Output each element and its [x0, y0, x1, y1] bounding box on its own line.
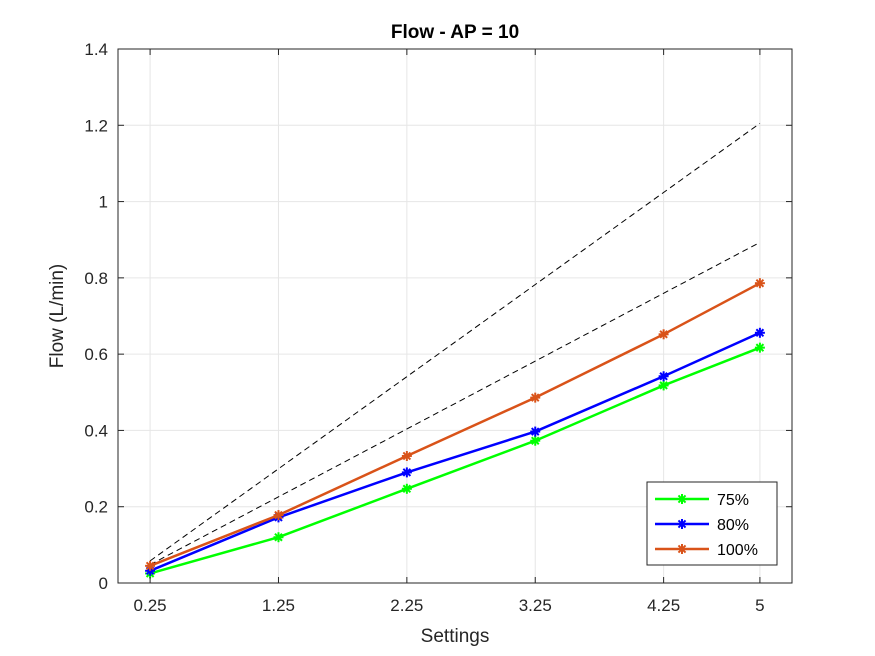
series-100-pct: [145, 278, 765, 571]
marker-stroke: [755, 343, 765, 352]
chart-title: Flow - AP = 10: [391, 22, 519, 43]
y-tick-label: 0.8: [84, 269, 108, 288]
x-tick-label: 2.25: [390, 596, 423, 615]
tick-labels: 0.25 1.25 2.25 3.25 4.25 5 0 0.2 0.4 0.6 0.8 1 1.2 1.…: [84, 40, 764, 615]
data-point-marker: [401, 467, 412, 478]
data-point-marker: [401, 483, 412, 494]
series-line: [149, 346, 761, 575]
axes: [117, 48, 793, 584]
reference-line: [149, 122, 761, 562]
legend-item: 100%: [655, 542, 758, 559]
data-point-marker: [401, 450, 412, 461]
marker-stroke: [145, 561, 155, 571]
reference-line: [149, 241, 761, 566]
data-point-marker: [658, 329, 669, 340]
marker-stroke: [274, 532, 283, 542]
legend-label: 80%: [717, 517, 749, 534]
marker-stroke: [677, 519, 687, 529]
marker-stroke: [677, 544, 687, 554]
marker-stroke: [659, 330, 668, 339]
legend: 75% 80% 100%: [646, 481, 778, 566]
x-tick-label: 4.25: [647, 596, 680, 615]
data-point-marker: [530, 435, 541, 446]
data-point-marker: [273, 510, 284, 521]
data-point-marker: [273, 532, 284, 543]
data-point-marker: [530, 392, 541, 403]
x-tick-label: 3.25: [519, 596, 552, 615]
marker-stroke: [530, 436, 540, 445]
marker-stroke: [530, 427, 540, 436]
legend-label: 75%: [717, 492, 749, 509]
data-point-marker: [754, 342, 765, 353]
x-tick-label: 5: [755, 596, 764, 615]
series-line: [149, 282, 761, 567]
y-tick-label: 0.6: [84, 345, 108, 364]
data-series: [145, 278, 765, 579]
series-line: [149, 331, 761, 572]
legend-label: 100%: [717, 542, 758, 559]
reference-lines: [149, 122, 761, 566]
y-tick-label: 0.4: [84, 421, 108, 440]
y-axis-label: Flow (L/min): [47, 264, 68, 369]
data-point-marker: [677, 544, 687, 554]
y-tick-label: 1.4: [84, 40, 108, 59]
y-tick-label: 0: [99, 574, 108, 593]
marker-stroke: [530, 393, 540, 402]
marker-stroke: [677, 494, 687, 504]
data-point-marker: [677, 494, 687, 504]
data-point-marker: [754, 278, 765, 289]
marker-stroke: [402, 468, 412, 477]
x-tick-label: 0.25: [134, 596, 167, 615]
y-tick-label: 0.2: [84, 498, 108, 517]
y-tick-label: 1: [99, 193, 108, 212]
data-point-marker: [530, 426, 541, 437]
y-tick-label: 1.2: [84, 116, 108, 135]
marker-stroke: [659, 372, 668, 381]
marker-stroke: [659, 381, 668, 390]
data-point-marker: [658, 371, 669, 382]
data-point-marker: [145, 560, 156, 571]
legend-item: 80%: [655, 517, 749, 534]
marker-stroke: [402, 484, 412, 494]
axes-box: [117, 48, 793, 584]
x-tick-label: 1.25: [262, 596, 295, 615]
data-point-marker: [658, 380, 669, 391]
data-point-marker: [754, 327, 765, 338]
marker-stroke: [755, 328, 765, 338]
marker-stroke: [755, 278, 765, 288]
x-axis-label: Settings: [421, 626, 490, 647]
marker-stroke: [274, 510, 283, 520]
legend-item: 75%: [655, 492, 749, 509]
marker-stroke: [402, 451, 412, 461]
data-point-marker: [677, 519, 687, 529]
